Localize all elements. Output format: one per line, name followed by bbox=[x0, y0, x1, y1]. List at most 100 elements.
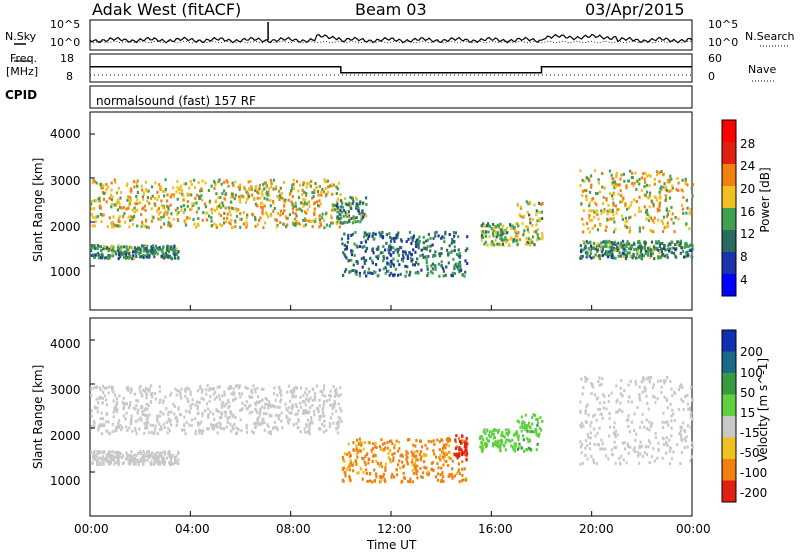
velocity-echo-cell bbox=[90, 409, 93, 413]
velocity-echo-cell bbox=[459, 441, 463, 445]
power-echo-cell bbox=[531, 241, 534, 245]
velocity-echo-cell bbox=[464, 478, 468, 482]
velocity-echo-cell bbox=[143, 431, 146, 435]
power-echo-cell bbox=[423, 246, 426, 250]
power-echo-cell bbox=[324, 194, 328, 198]
power-echo-cell bbox=[103, 256, 106, 260]
power-echo-cell bbox=[99, 256, 102, 260]
power-echo-cell bbox=[680, 188, 683, 192]
velocity-echo-cell bbox=[460, 479, 464, 483]
velocity-echo-cell bbox=[622, 458, 625, 462]
power-echo-cell bbox=[313, 212, 316, 216]
velocity-echo-cell bbox=[90, 450, 93, 454]
power-echo-cell bbox=[318, 214, 322, 218]
velocity-echo-cell bbox=[141, 406, 144, 410]
power-echo-cell bbox=[219, 196, 222, 199]
power-echo-cell bbox=[117, 198, 120, 202]
power-echo-cell bbox=[382, 259, 385, 263]
velocity-echo-cell bbox=[277, 417, 280, 421]
power-echo-cell bbox=[305, 194, 308, 197]
power-echo-cell bbox=[671, 186, 674, 190]
power-echo-cell bbox=[93, 224, 96, 228]
power-echo-cell bbox=[649, 250, 652, 253]
power-echo-cell bbox=[488, 235, 491, 239]
power-echo-cell bbox=[336, 201, 339, 205]
power-echo-cell bbox=[357, 209, 360, 213]
power-echo-cell bbox=[443, 236, 446, 240]
power-echo-cell bbox=[102, 213, 106, 217]
power-echo-cell bbox=[612, 230, 616, 234]
velocity-echo-cell bbox=[392, 456, 395, 460]
power-echo-cell bbox=[588, 204, 591, 208]
velocity-echo-cell bbox=[355, 444, 358, 448]
power-echo-cell bbox=[434, 268, 437, 271]
power-echo-cell bbox=[313, 201, 316, 205]
velocity-echo-cell bbox=[187, 400, 190, 404]
velocity-echo-cell bbox=[156, 432, 159, 436]
velocity-echo-cell bbox=[463, 467, 466, 471]
power-echo-cell bbox=[588, 230, 591, 234]
power-echo-cell bbox=[112, 254, 115, 258]
velocity-echo-cell bbox=[143, 455, 146, 459]
velocity-echo-cell bbox=[237, 386, 240, 390]
velocity-echo-cell bbox=[691, 441, 694, 445]
power-echo-cell bbox=[145, 189, 148, 193]
power-echo-cell bbox=[611, 241, 615, 245]
velocity-echo-cell bbox=[148, 413, 151, 417]
velocity-echo-cell bbox=[638, 385, 641, 389]
velocity-echo-cell bbox=[333, 389, 337, 393]
power-echo-cell bbox=[321, 216, 324, 220]
power-echo-cell bbox=[176, 197, 179, 201]
power-echo-cell bbox=[600, 241, 603, 245]
power-echo-cell bbox=[515, 239, 519, 243]
velocity-echo-cell bbox=[587, 436, 590, 439]
power-echo-cell bbox=[525, 225, 528, 228]
power-echo-cell bbox=[649, 246, 652, 249]
power-echo-cell bbox=[130, 198, 133, 202]
power-echo-cell bbox=[594, 247, 597, 251]
velocity-echo-cell bbox=[379, 461, 382, 465]
velocity-echo-cell bbox=[163, 462, 166, 466]
velocity-echo-cell bbox=[321, 390, 324, 394]
power-echo-cell bbox=[637, 245, 640, 249]
power-echo-cell bbox=[272, 178, 275, 182]
velocity-colorbar-swatch-5 bbox=[722, 373, 736, 395]
power-echo-cell bbox=[600, 172, 604, 176]
velocity-echo-cell bbox=[492, 433, 495, 436]
velocity-echo-cell bbox=[536, 442, 539, 446]
velocity-echo-cell bbox=[332, 384, 335, 388]
velocity-echo-cell bbox=[159, 428, 162, 431]
velocity-echo-cell bbox=[137, 463, 140, 467]
velocity-echo-cell bbox=[185, 409, 188, 413]
velocity-echo-cell bbox=[336, 426, 339, 430]
power-echo-cell bbox=[166, 199, 169, 203]
velocity-echo-cell bbox=[638, 396, 641, 400]
velocity-echo-cell bbox=[627, 444, 630, 448]
power-echo-cell bbox=[608, 245, 611, 249]
date-title: 03/Apr/2015 bbox=[585, 0, 685, 19]
power-echo-cell bbox=[239, 225, 242, 229]
power-echo-cell bbox=[633, 198, 636, 202]
power-echo-cell bbox=[582, 209, 585, 213]
vel-cb-tick-100: 100 bbox=[740, 366, 763, 380]
power-echo-cell bbox=[415, 238, 418, 242]
velocity-echo-cell bbox=[333, 402, 336, 406]
velocity-echo-cell bbox=[209, 410, 212, 414]
velocity-echo-cell bbox=[177, 406, 180, 410]
power-echo-cell bbox=[663, 244, 666, 248]
velocity-echo-cell bbox=[437, 466, 440, 470]
velocity-echo-cell bbox=[671, 394, 674, 398]
velocity-echo-cell bbox=[511, 438, 514, 442]
velocity-echo-cell bbox=[285, 414, 288, 418]
velocity-echo-cell bbox=[278, 405, 281, 409]
velocity-echo-cell bbox=[323, 414, 326, 418]
power-echo-cell bbox=[135, 181, 138, 185]
power-echo-cell bbox=[531, 217, 534, 221]
velocity-echo-cell bbox=[140, 392, 143, 396]
power-echo-cell bbox=[183, 208, 186, 212]
power-echo-cell bbox=[160, 225, 163, 229]
power-echo-cell bbox=[102, 184, 105, 188]
power-echo-cell bbox=[329, 184, 332, 188]
velocity-echo-cell bbox=[516, 432, 519, 435]
power-echo-cell bbox=[495, 225, 498, 229]
